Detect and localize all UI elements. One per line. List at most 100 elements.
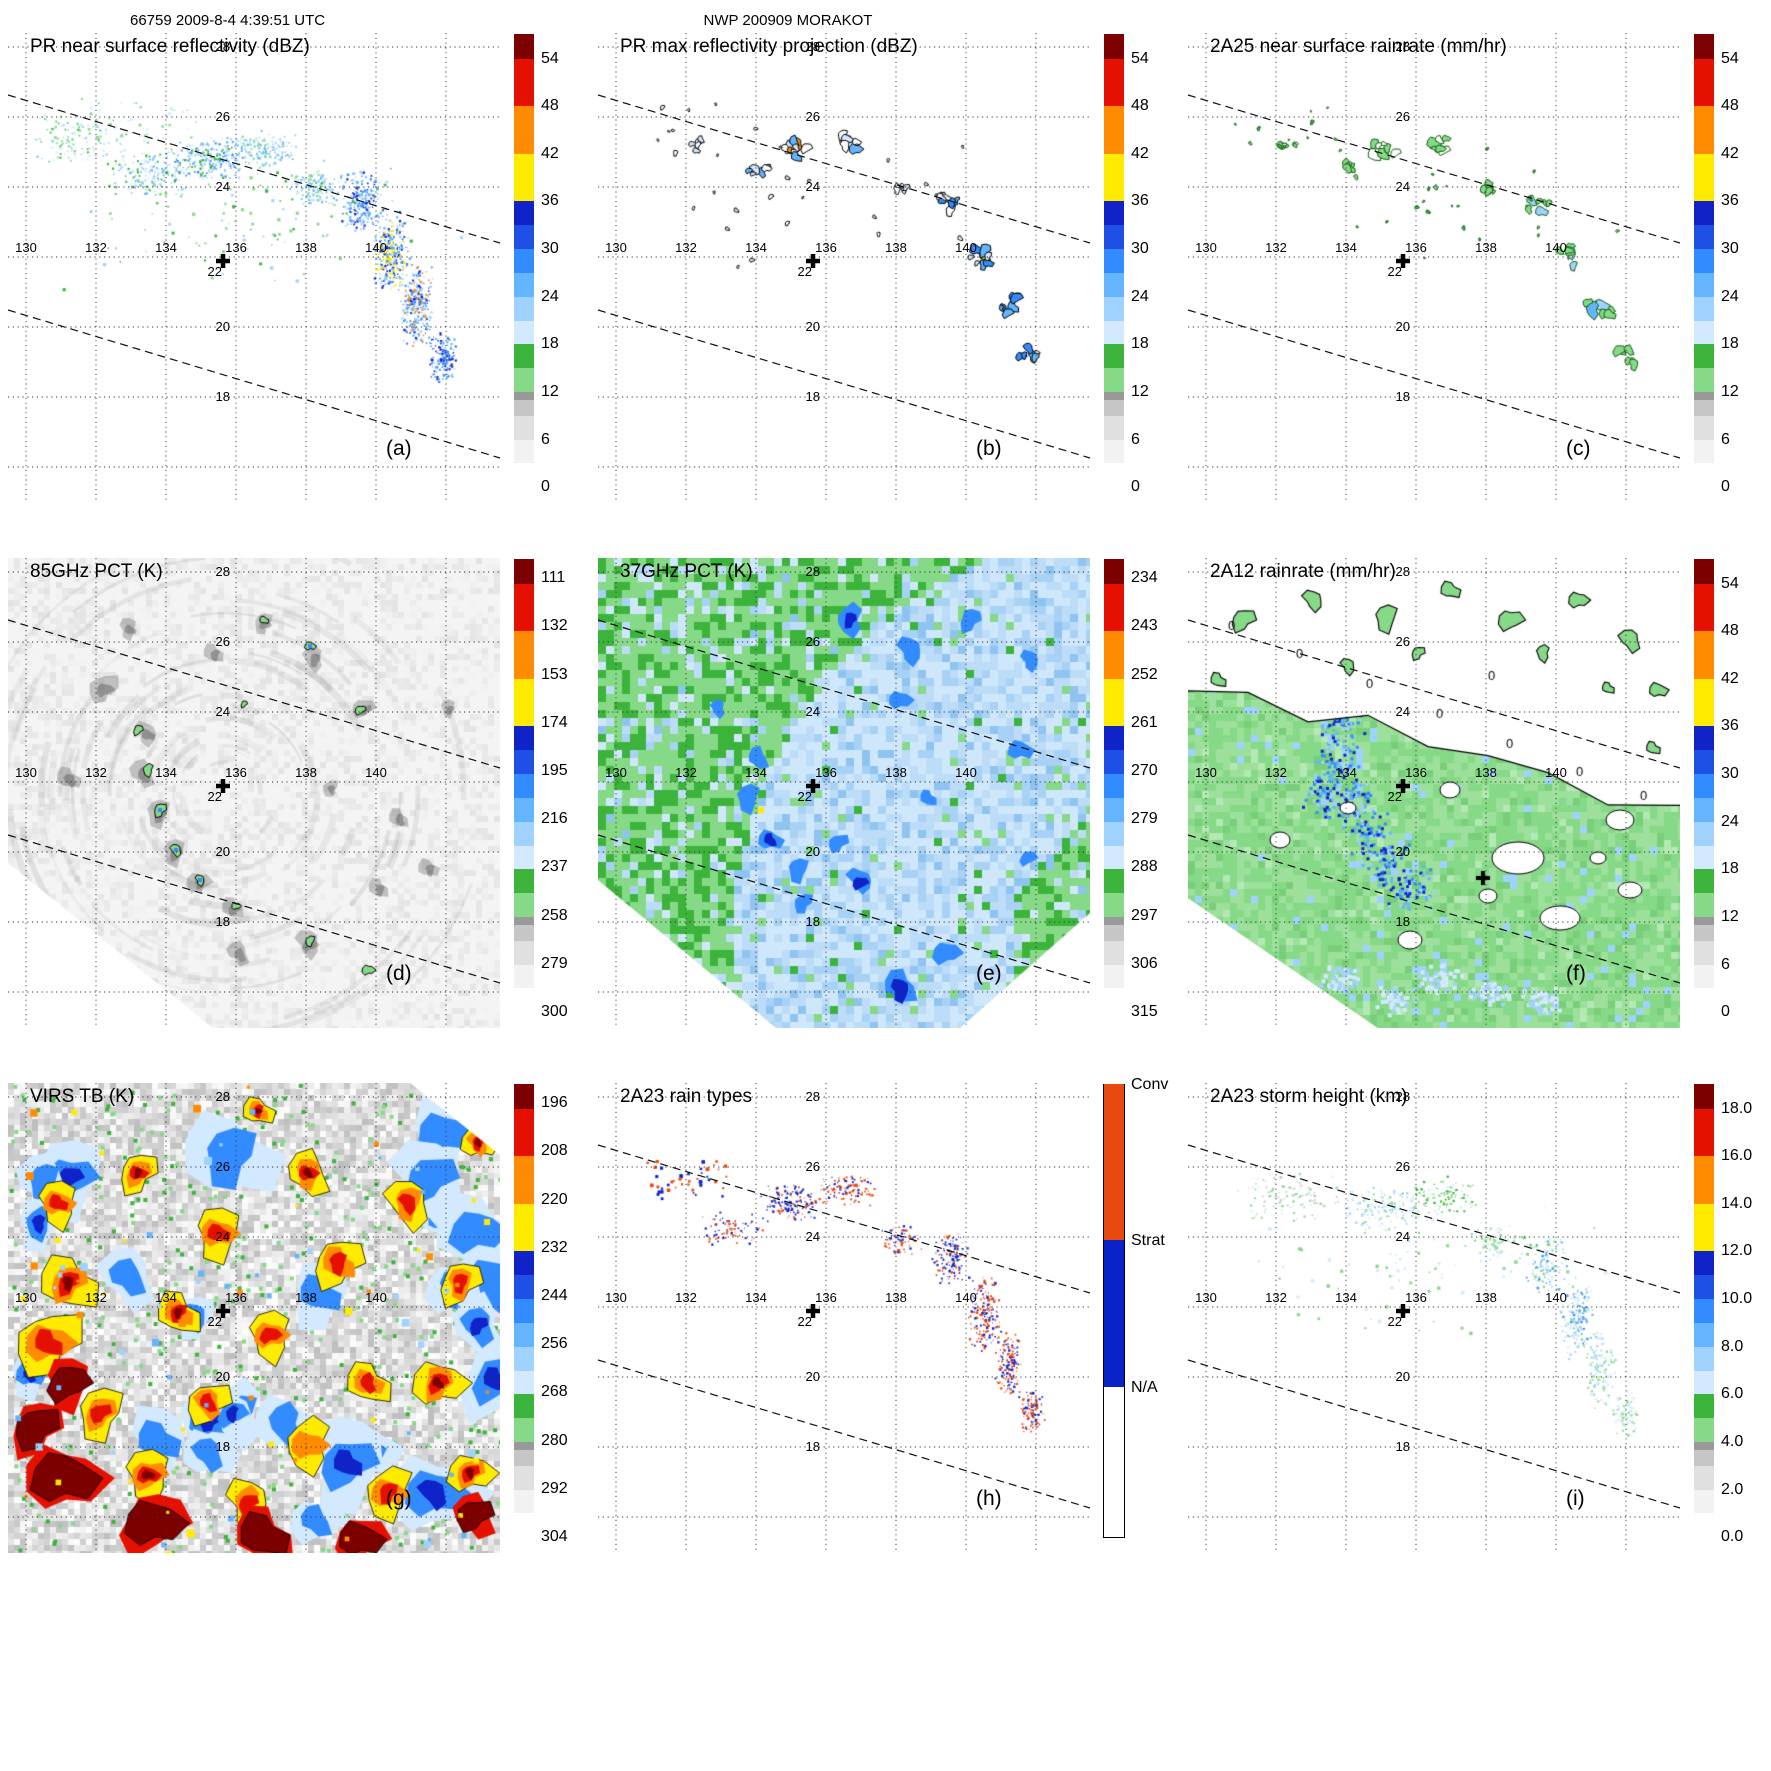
colorbar-segment bbox=[1694, 438, 1714, 464]
lat-label: 24 bbox=[1396, 704, 1410, 719]
colorbar-tick-label: 232 bbox=[541, 1238, 568, 1256]
colorbar-segment bbox=[1694, 796, 1714, 822]
colorbar-tick-label: Conv bbox=[1131, 1076, 1169, 1093]
map-data-canvas bbox=[598, 33, 1090, 503]
lat-label: 28 bbox=[216, 39, 230, 54]
lat-label: 20 bbox=[806, 319, 820, 334]
colorbar-tick-label: 196 bbox=[541, 1094, 568, 1112]
colorbar-segment bbox=[514, 1298, 534, 1323]
colorbar-segment bbox=[1694, 749, 1714, 775]
lon-label: 132 bbox=[85, 765, 107, 780]
lat-label: 22 bbox=[208, 1314, 222, 1329]
colorbar-segment bbox=[514, 57, 534, 107]
colorbar-segment bbox=[1694, 677, 1714, 727]
colorbar bbox=[1103, 1083, 1125, 1538]
colorbar-tick-label: 306 bbox=[1131, 954, 1158, 972]
colorbar-segment bbox=[514, 1321, 534, 1347]
center-marker-cross bbox=[1396, 779, 1410, 793]
colorbar-tick-label: 18.0 bbox=[1721, 1099, 1753, 1117]
lon-label: 140 bbox=[1545, 1290, 1567, 1305]
swath-edge-line bbox=[1187, 1359, 1681, 1509]
colorbar-tick-label: 0 bbox=[541, 478, 550, 495]
colorbar-ticks: 315 306 297 288 279 270 261 252 243 234 bbox=[1131, 560, 1183, 1020]
colorbar-tick-label: 54 bbox=[1721, 49, 1739, 67]
colorbar-segment bbox=[1694, 939, 1714, 965]
colorbar-segment bbox=[514, 224, 534, 250]
colorbar-segment bbox=[1104, 461, 1124, 487]
colorbar-tick-label: 0.0 bbox=[1721, 1528, 1744, 1545]
colorbar-segment bbox=[1694, 398, 1714, 416]
swath-edge-line bbox=[1187, 94, 1681, 244]
colorbar-segment bbox=[514, 923, 534, 941]
map-data-canvas bbox=[8, 1083, 500, 1553]
lon-label: 138 bbox=[1475, 1290, 1497, 1305]
center-marker-cross bbox=[1396, 254, 1410, 268]
lat-label: 22 bbox=[208, 789, 222, 804]
colorbar-segment bbox=[1694, 868, 1714, 894]
colorbar-segment bbox=[514, 749, 534, 775]
colorbar-tick-label: 36 bbox=[1131, 192, 1149, 210]
colorbar-segment bbox=[1694, 390, 1714, 400]
center-marker-cross bbox=[216, 254, 230, 268]
swath-edge-line bbox=[7, 94, 501, 244]
map-data-canvas bbox=[8, 33, 500, 503]
colorbar-tick-label: 8.0 bbox=[1721, 1337, 1744, 1355]
colorbar-segment bbox=[1694, 414, 1714, 440]
colorbar-segment bbox=[1694, 248, 1714, 273]
colorbar-segment bbox=[1104, 1239, 1124, 1388]
colorbar-tick-label: 288 bbox=[1131, 858, 1158, 876]
lat-label: 22 bbox=[1388, 1314, 1402, 1329]
colorbar-tick-label: 216 bbox=[541, 810, 568, 828]
swath-edge-line bbox=[7, 619, 501, 769]
lon-label: 134 bbox=[1335, 240, 1357, 255]
colorbar-segment bbox=[1104, 630, 1124, 679]
lon-label: 134 bbox=[1335, 1290, 1357, 1305]
colorbar-segment bbox=[1694, 1321, 1714, 1347]
lon-label: 136 bbox=[225, 1290, 247, 1305]
colorbar-segment bbox=[1694, 1417, 1714, 1442]
panel-title: 2A23 rain types bbox=[620, 1086, 753, 1107]
panel-title: 2A23 storm height (km) bbox=[1210, 1086, 1408, 1107]
colorbar-segment bbox=[1694, 1369, 1714, 1395]
panel-letter: (g) bbox=[386, 1487, 412, 1510]
colorbar-ticks: Conv Strat N/A bbox=[1131, 1076, 1183, 1537]
panel-letter: (f) bbox=[1566, 962, 1586, 985]
colorbar bbox=[1694, 1083, 1714, 1537]
lon-label: 132 bbox=[675, 765, 697, 780]
colorbar-segment bbox=[514, 1464, 534, 1490]
colorbar-segment bbox=[1104, 224, 1124, 250]
lon-label: 130 bbox=[1195, 240, 1217, 255]
colorbar-segment bbox=[514, 844, 534, 870]
colorbar-segment bbox=[1694, 892, 1714, 917]
panel-letter: (h) bbox=[976, 1487, 1002, 1510]
colorbar-tick-label: 0 bbox=[1721, 478, 1730, 495]
center-marker-cross bbox=[216, 1304, 230, 1318]
colorbar-segment bbox=[514, 295, 534, 321]
lon-label: 140 bbox=[1545, 240, 1567, 255]
colorbar-segment bbox=[1104, 57, 1124, 107]
colorbar-segment bbox=[1694, 343, 1714, 369]
colorbar-segment bbox=[514, 558, 534, 584]
colorbar-segment bbox=[514, 1107, 534, 1157]
colorbar-tick-label: 24 bbox=[1131, 287, 1149, 305]
colorbar-tick-label: 24 bbox=[1721, 287, 1739, 305]
colorbar-segment bbox=[1104, 1386, 1124, 1537]
swath-edge-line bbox=[597, 94, 1091, 244]
map-grid-overlay: 130 132 134 136 138 140 28 26 24 20 18 22 bbox=[8, 1083, 500, 1553]
lat-label: 20 bbox=[1396, 844, 1410, 859]
colorbar-tick-label: 300 bbox=[541, 1003, 568, 1020]
colorbar-segment bbox=[514, 892, 534, 917]
colorbar-tick-label: 315 bbox=[1131, 1003, 1158, 1020]
colorbar-tick-label: 48 bbox=[1131, 97, 1149, 115]
colorbar-tick-label: 6 bbox=[541, 430, 550, 448]
lon-label: 136 bbox=[815, 765, 837, 780]
colorbar-segment bbox=[1104, 1083, 1124, 1241]
colorbar-segment bbox=[1104, 796, 1124, 822]
colorbar-segment bbox=[1104, 915, 1124, 925]
panel-title: PR near surface reflectivity (dBZ) bbox=[30, 36, 310, 57]
lat-label: 26 bbox=[216, 109, 230, 124]
map-grid-overlay: 130 132 134 136 138 140 28 26 24 20 18 22 bbox=[1187, 33, 1681, 503]
colorbar-segment bbox=[514, 986, 534, 1012]
colorbar-segment bbox=[1694, 1083, 1714, 1109]
